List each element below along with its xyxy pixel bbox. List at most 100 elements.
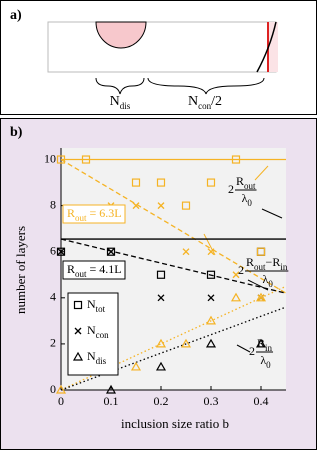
arrow	[254, 165, 269, 181]
y-tick-label: 2	[50, 336, 56, 350]
square	[106, 247, 116, 256]
cross-arm	[232, 271, 240, 279]
legend-box	[67, 292, 119, 376]
triangle	[105, 384, 117, 394]
fraction-denominator: λ0	[263, 272, 274, 289]
marker-square	[181, 201, 191, 210]
marker-cross	[207, 294, 215, 302]
arrows	[203, 165, 269, 256]
panel-label: a)	[10, 8, 22, 23]
square	[206, 270, 216, 279]
fraction-prefix: 2	[249, 344, 255, 358]
marker-cross	[132, 202, 140, 210]
marker-triangle	[130, 361, 142, 371]
marker-cross	[182, 248, 190, 256]
cross-arm	[74, 327, 82, 335]
fraction-prefix: 2	[228, 182, 234, 196]
ncon-label: Ncon/2	[188, 94, 222, 111]
square	[156, 270, 166, 279]
marker-cross	[157, 202, 165, 210]
marker-triangle	[255, 292, 267, 302]
marker-square	[106, 247, 116, 256]
marker-triangle	[72, 351, 84, 361]
marker-cross	[257, 294, 265, 302]
cross-arm	[257, 294, 265, 302]
marker-square	[56, 247, 66, 256]
square	[56, 155, 66, 164]
marker-triangle	[155, 361, 167, 371]
y-tick-label: 0	[50, 382, 56, 396]
annotation-box	[62, 204, 126, 224]
cross-arm	[207, 294, 215, 302]
x-axis-label: inclusion size ratio b	[121, 416, 229, 431]
x-tick-label: 0	[58, 394, 64, 408]
fraction-numerator: Rout−Rin	[246, 255, 288, 272]
brace-dis	[95, 77, 145, 95]
annotation-box	[62, 260, 126, 280]
marker-cross	[57, 248, 65, 256]
triangle	[255, 292, 267, 302]
marker-triangle	[205, 315, 217, 325]
marker-square	[73, 300, 83, 310]
square	[206, 178, 216, 187]
trend-line	[60, 238, 287, 294]
panel-label: b)	[10, 125, 23, 140]
square	[73, 300, 83, 310]
triangle	[155, 361, 167, 371]
legend: Ntot Ncon Ndis	[67, 292, 119, 376]
x-tick-label: 0.1	[104, 394, 119, 408]
marker-square	[56, 155, 66, 164]
marker-square	[131, 178, 141, 187]
marker-square	[81, 155, 91, 164]
y-tick-label: 4	[50, 290, 56, 304]
fraction-numerator: Rin	[257, 336, 273, 353]
square	[181, 201, 191, 210]
fraction-numerator: Rout	[236, 174, 256, 191]
cross-arm	[157, 294, 165, 302]
triangle	[230, 292, 242, 302]
arrow	[261, 208, 283, 219]
y-tick-label: 8	[50, 197, 56, 211]
legend-label: Ntot	[87, 297, 106, 314]
square	[231, 155, 241, 164]
strip-body	[47, 21, 277, 73]
outer-arc	[256, 21, 277, 73]
marker-square	[206, 178, 216, 187]
marker-cross	[157, 294, 165, 302]
fraction-prefix: 2	[238, 263, 244, 277]
arrow	[203, 233, 216, 256]
marker-triangle	[155, 338, 167, 348]
strip	[47, 21, 278, 95]
marker-square	[206, 270, 216, 279]
marker-square	[156, 270, 166, 279]
legend-label: Ndis	[87, 349, 107, 366]
marker-triangle	[55, 384, 67, 394]
marker-triangle	[230, 292, 242, 302]
brace-con	[147, 77, 265, 95]
x-tick-label: 0.3	[204, 394, 219, 408]
annotation: Rout = 6.3L	[67, 206, 122, 223]
cross-arm	[182, 248, 190, 256]
y-tick-label: 10	[44, 151, 56, 165]
triangle	[55, 384, 67, 394]
cross-arm	[107, 248, 115, 256]
cross-arm	[57, 248, 65, 256]
triangle	[155, 338, 167, 348]
marker-cross	[207, 248, 215, 256]
x-tick-label: 0.2	[154, 394, 169, 408]
marker-cross	[107, 248, 115, 256]
ndis-label: Ndis	[110, 94, 131, 111]
marker-square	[231, 155, 241, 164]
square	[156, 178, 166, 187]
square	[256, 247, 266, 256]
marker-triangle	[105, 384, 117, 394]
marker-cross	[74, 327, 82, 335]
outer-region	[268, 22, 278, 72]
square	[81, 155, 91, 164]
y-axis-label: number of layers	[13, 226, 28, 314]
triangle	[72, 351, 84, 361]
arrow	[236, 344, 251, 353]
fraction-denominator: λ0	[260, 353, 271, 370]
x-tick-label: 0.4	[254, 394, 269, 408]
